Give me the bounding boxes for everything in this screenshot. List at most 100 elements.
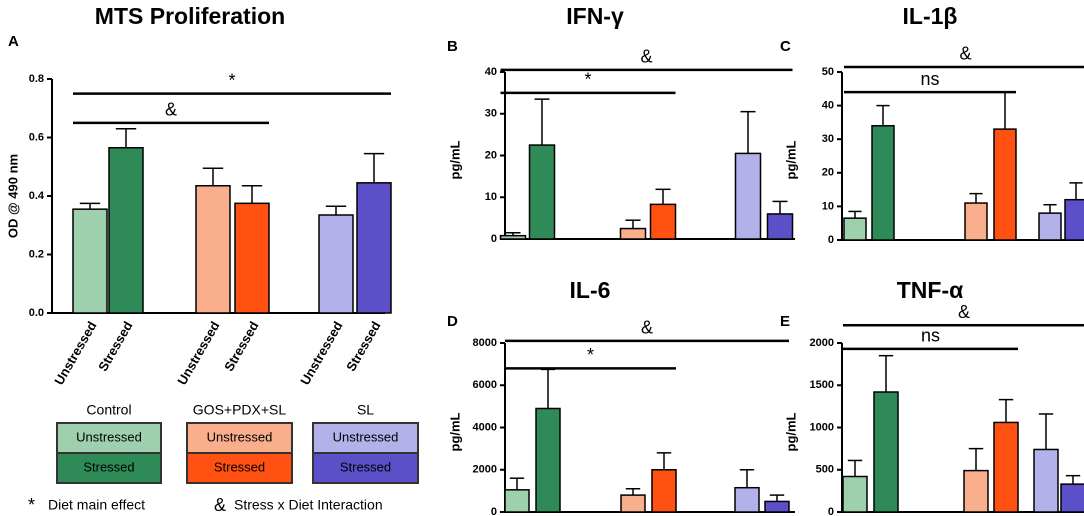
- legend-item: Stressed: [340, 459, 391, 474]
- bar: [1064, 198, 1084, 241]
- y-tick-label: 1000: [810, 421, 834, 433]
- chart-title: IL-6: [570, 277, 611, 303]
- legend-swatch: [186, 422, 293, 454]
- y-axis-label: pg/mL: [447, 140, 462, 179]
- legend-swatch: [312, 452, 419, 484]
- y-tick-label: 10: [822, 200, 834, 212]
- legend-group-name: Control: [86, 402, 131, 418]
- bar: [873, 391, 899, 513]
- y-tick-label: 0: [491, 233, 497, 245]
- note-symbol: *: [28, 495, 35, 515]
- chart-title: IL-1β: [903, 3, 958, 29]
- chart-title: MTS Proliferation: [95, 3, 285, 29]
- x-tick-label: Unstressed: [297, 319, 345, 388]
- y-tick-label: 0: [828, 234, 834, 246]
- y-tick-label: 4000: [473, 421, 497, 433]
- bar: [535, 407, 561, 513]
- x-tick-label: Unstressed: [174, 319, 222, 388]
- y-tick-label: 30: [822, 133, 834, 145]
- legend-swatch: [312, 422, 419, 454]
- x-tick-label: Stressed: [221, 319, 261, 374]
- legend-item: Unstressed: [76, 429, 142, 444]
- significance-label: ns: [921, 326, 940, 346]
- y-tick-label: 2000: [810, 337, 834, 349]
- y-tick-label: 20: [822, 167, 834, 179]
- significance-label: &: [165, 100, 177, 120]
- bar: [504, 489, 530, 513]
- note-text: Stress x Diet Interaction: [234, 497, 383, 513]
- bar: [963, 469, 989, 513]
- bar: [843, 217, 867, 241]
- y-axis-label: pg/mL: [783, 140, 798, 179]
- y-tick-label: 500: [816, 464, 834, 476]
- bar: [764, 500, 790, 513]
- bar: [842, 475, 868, 513]
- y-tick-label: 50: [822, 66, 834, 78]
- legend-group-name: SL: [357, 402, 374, 418]
- significance-label: ns: [920, 69, 939, 89]
- bar: [649, 203, 677, 240]
- y-tick-label: 6000: [473, 379, 497, 391]
- y-tick-label: 40: [485, 66, 497, 78]
- y-tick-label: 0.6: [29, 131, 44, 143]
- y-tick-label: 0: [828, 506, 834, 516]
- y-tick-label: 0.8: [29, 73, 44, 85]
- x-tick-label: Unstressed: [51, 319, 99, 388]
- panel-letter: A: [8, 33, 19, 50]
- y-tick-label: 20: [485, 149, 497, 161]
- bar: [528, 144, 556, 240]
- significance-label: &: [641, 318, 653, 338]
- note-text: Diet main effect: [48, 497, 145, 513]
- legend-swatch: [186, 452, 293, 484]
- bar: [619, 227, 647, 240]
- bar: [356, 182, 392, 314]
- bar: [734, 152, 762, 240]
- y-tick-label: 30: [485, 108, 497, 120]
- bar: [620, 494, 646, 513]
- bar: [1038, 212, 1062, 241]
- bar: [993, 421, 1019, 513]
- y-axis-label: OD @ 490 nm: [5, 154, 20, 238]
- y-tick-label: 0.0: [29, 307, 44, 319]
- y-tick-label: 2000: [473, 464, 497, 476]
- x-tick-label: Stressed: [343, 319, 383, 374]
- legend-item: Stressed: [214, 459, 265, 474]
- significance-label: &: [959, 44, 971, 64]
- y-tick-label: 1500: [810, 379, 834, 391]
- bar: [734, 486, 760, 513]
- note-symbol: &: [214, 495, 226, 515]
- bar: [766, 213, 794, 240]
- y-tick-label: 10: [485, 191, 497, 203]
- bar: [72, 208, 108, 314]
- bar: [993, 128, 1017, 241]
- panel-letter: E: [780, 313, 790, 330]
- significance-label: *: [587, 345, 594, 365]
- bar: [964, 202, 988, 241]
- legend-item: Unstressed: [207, 429, 273, 444]
- panel-letter: C: [780, 38, 791, 55]
- y-tick-label: 0.2: [29, 248, 44, 260]
- bar: [1060, 483, 1084, 513]
- bar: [499, 234, 527, 240]
- y-tick-label: 40: [822, 100, 834, 112]
- y-tick-label: 0: [491, 506, 497, 516]
- chart-title: IFN-γ: [566, 3, 624, 29]
- significance-label: &: [958, 302, 970, 322]
- bar: [195, 185, 231, 314]
- bar: [651, 469, 677, 513]
- bar: [871, 125, 895, 241]
- significance-label: &: [640, 47, 652, 67]
- chart-title: TNF-α: [897, 277, 964, 303]
- bar: [108, 146, 144, 314]
- panel-letter: B: [447, 38, 458, 55]
- legend-swatch: [56, 452, 162, 484]
- significance-label: *: [584, 70, 591, 90]
- bar: [1033, 448, 1059, 513]
- y-axis-label: pg/mL: [447, 412, 462, 451]
- x-tick-label: Stressed: [95, 319, 135, 374]
- bar: [234, 202, 270, 314]
- y-tick-label: 0.4: [29, 190, 45, 202]
- legend-item: Unstressed: [333, 429, 399, 444]
- legend-item: Stressed: [83, 459, 134, 474]
